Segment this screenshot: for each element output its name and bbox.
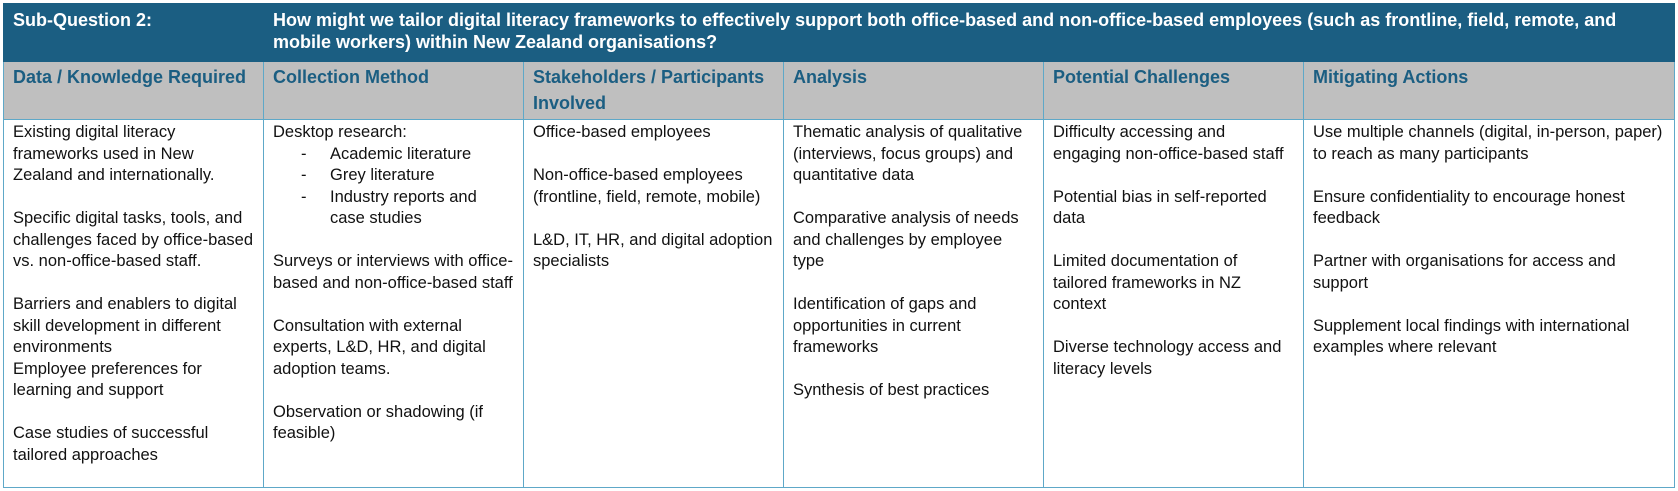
column-header-collection-method: Collection Method xyxy=(263,61,524,120)
challenges-cell: Difficulty accessing and engaging non-of… xyxy=(1043,119,1304,488)
challenge-item: Potential bias in self-reported data xyxy=(1053,187,1267,228)
stakeholder-item: Office-based employees xyxy=(533,123,711,141)
data-knowledge-item: Existing digital literacy frameworks use… xyxy=(13,123,215,184)
research-plan-table: Sub-Question 2: How might we tailor digi… xyxy=(3,3,1675,488)
analysis-cell: Thematic analysis of qualitative (interv… xyxy=(783,119,1044,488)
stakeholder-item: Non-office-based employees (frontline, f… xyxy=(533,166,761,206)
data-knowledge-item: Case studies of successful tailored appr… xyxy=(13,424,209,464)
analysis-item: Comparative analysis of needs and challe… xyxy=(793,209,1019,270)
sub-question-text: How might we tailor digital literacy fra… xyxy=(263,3,1675,62)
sub-question-label: Sub-Question 2: xyxy=(3,3,264,62)
collection-method-item: Observation or shadowing (if feasible) xyxy=(273,402,484,443)
analysis-item: Thematic analysis of qualitative (interv… xyxy=(793,123,1023,184)
mitigating-item: Ensure confidentiality to encourage hone… xyxy=(1313,187,1625,228)
stakeholders-cell: Office-based employees Non-office-based … xyxy=(523,119,784,488)
desktop-research-list: Academic literature Grey literature Indu… xyxy=(273,144,514,230)
sub-question-row: Sub-Question 2: How might we tailor digi… xyxy=(3,3,1675,62)
column-header-analysis: Analysis xyxy=(783,61,1044,120)
collection-method-cell: Desktop research: Academic literature Gr… xyxy=(263,119,524,488)
challenge-item: Difficulty accessing and engaging non-of… xyxy=(1053,123,1284,163)
mitigating-actions-cell: Use multiple channels (digital, in-perso… xyxy=(1303,119,1675,488)
data-knowledge-item: Specific digital tasks, tools, and chall… xyxy=(13,209,254,270)
mitigating-item: Supplement local findings with internati… xyxy=(1313,316,1630,357)
data-knowledge-item: Employee preferences for learning and su… xyxy=(13,359,202,400)
data-knowledge-cell: Existing digital literacy frameworks use… xyxy=(3,119,264,488)
collection-method-item: Surveys or interviews with office-based … xyxy=(273,252,513,292)
list-item: Industry reports and case studies xyxy=(273,187,514,230)
analysis-item: Identification of gaps and opportunities… xyxy=(793,295,977,356)
content-row: Existing digital literacy frameworks use… xyxy=(3,119,1675,488)
mitigating-item: Use multiple channels (digital, in-perso… xyxy=(1313,123,1663,163)
column-header-row: Data / Knowledge Required Collection Met… xyxy=(3,61,1675,120)
challenge-item: Diverse technology access and literacy l… xyxy=(1053,338,1282,378)
list-item: Grey literature xyxy=(273,165,514,187)
data-knowledge-item: Barriers and enablers to digital skill d… xyxy=(13,295,237,356)
column-header-stakeholders: Stakeholders / Participants Involved xyxy=(523,61,784,120)
list-item: Academic literature xyxy=(273,144,514,166)
analysis-item: Synthesis of best practices xyxy=(793,381,990,399)
column-header-data-knowledge: Data / Knowledge Required xyxy=(3,61,264,120)
mitigating-item: Partner with organisations for access an… xyxy=(1313,252,1616,292)
column-header-mitigating-actions: Mitigating Actions xyxy=(1303,61,1675,120)
stakeholder-item: L&D, IT, HR, and digital adoption specia… xyxy=(533,230,773,271)
column-header-potential-challenges: Potential Challenges xyxy=(1043,61,1304,120)
collection-method-item: Consultation with external experts, L&D,… xyxy=(273,316,486,378)
challenge-item: Limited documentation of tailored framew… xyxy=(1053,252,1241,313)
collection-method-intro: Desktop research: xyxy=(273,123,407,141)
